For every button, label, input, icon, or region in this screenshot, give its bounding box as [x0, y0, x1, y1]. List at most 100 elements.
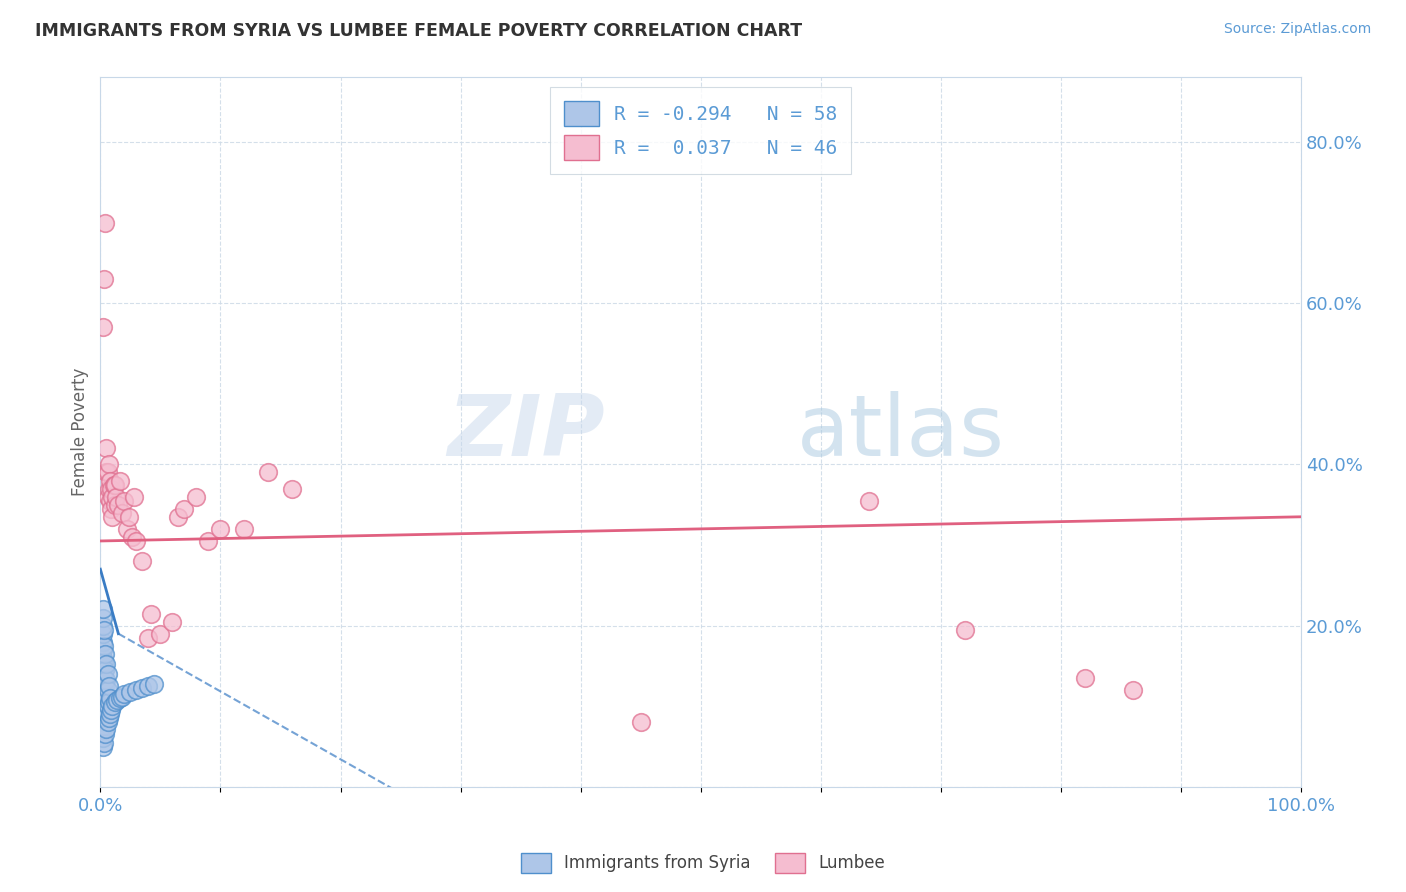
Point: [91, 739, 114, 754]
Point: [98, 474, 121, 488]
Point: [96, 722, 118, 736]
Point: [97, 679, 120, 693]
Point: [186, 490, 208, 504]
Point: [93, 719, 115, 733]
Point: [96, 706, 118, 720]
Point: [101, 699, 124, 714]
Point: [100, 501, 122, 516]
Point: [97, 458, 120, 472]
Point: [96, 442, 118, 456]
Point: [104, 695, 127, 709]
Point: [112, 493, 135, 508]
Point: [100, 482, 122, 496]
Text: IMMIGRANTS FROM SYRIA VS LUMBEE FEMALE POVERTY CORRELATION CHART: IMMIGRANTS FROM SYRIA VS LUMBEE FEMALE P…: [35, 22, 803, 40]
Point: [96, 667, 118, 681]
Point: [96, 466, 118, 480]
Point: [131, 681, 153, 696]
Point: [91, 320, 114, 334]
Point: [97, 695, 120, 709]
Point: [93, 623, 115, 637]
Y-axis label: Female Poverty: Female Poverty: [72, 368, 89, 496]
Point: [91, 683, 114, 698]
Point: [167, 509, 190, 524]
Point: [108, 474, 131, 488]
Point: [139, 607, 162, 621]
Point: [91, 715, 114, 730]
Point: [98, 493, 121, 508]
Point: [131, 554, 153, 568]
Point: [91, 691, 114, 706]
Point: [103, 477, 125, 491]
Point: [96, 683, 118, 698]
Point: [118, 509, 141, 524]
Point: [138, 679, 160, 693]
Point: [107, 498, 129, 512]
Text: ZIP: ZIP: [447, 391, 605, 474]
Point: [93, 272, 115, 286]
Point: [96, 699, 118, 714]
Point: [96, 466, 118, 480]
Point: [96, 673, 118, 688]
Point: [101, 509, 124, 524]
Point: [953, 623, 976, 637]
Legend: Immigrants from Syria, Lumbee: Immigrants from Syria, Lumbee: [513, 847, 893, 880]
Point: [91, 610, 114, 624]
Point: [96, 690, 118, 704]
Point: [96, 715, 118, 730]
Point: [93, 655, 115, 669]
Point: [108, 691, 131, 706]
Legend: R = -0.294   N = 58, R =  0.037   N = 46: R = -0.294 N = 58, R = 0.037 N = 46: [550, 87, 851, 174]
Point: [94, 647, 117, 661]
Point: [125, 533, 148, 548]
Point: [91, 667, 114, 681]
Point: [257, 466, 280, 480]
Point: [1074, 671, 1097, 685]
Point: [143, 676, 166, 690]
Point: [96, 490, 118, 504]
Point: [91, 642, 114, 657]
Point: [93, 703, 115, 717]
Point: [94, 663, 117, 677]
Point: [93, 671, 115, 685]
Point: [98, 691, 121, 706]
Point: [112, 687, 135, 701]
Point: [138, 631, 160, 645]
Point: [281, 482, 304, 496]
Point: [101, 490, 124, 504]
Point: [94, 215, 117, 229]
Point: [91, 699, 114, 714]
Point: [209, 522, 232, 536]
Point: [91, 731, 114, 746]
Point: [105, 693, 128, 707]
Point: [122, 490, 145, 504]
Point: [94, 711, 117, 725]
Point: [115, 522, 138, 536]
Point: [100, 703, 122, 717]
Point: [91, 723, 114, 738]
Point: [125, 683, 148, 698]
Point: [104, 498, 127, 512]
Text: atlas: atlas: [797, 391, 1005, 474]
Point: [91, 634, 114, 648]
Point: [93, 687, 115, 701]
Point: [97, 711, 120, 725]
Point: [91, 626, 114, 640]
Point: [94, 727, 117, 741]
Point: [121, 530, 143, 544]
Point: [94, 679, 117, 693]
Point: [1122, 683, 1144, 698]
Point: [91, 659, 114, 673]
Point: [94, 695, 117, 709]
Point: [93, 639, 115, 653]
Point: [162, 615, 184, 629]
Point: [91, 651, 114, 665]
Point: [91, 707, 114, 722]
Text: Source: ZipAtlas.com: Source: ZipAtlas.com: [1223, 22, 1371, 37]
Point: [91, 618, 114, 632]
Point: [111, 690, 134, 704]
Point: [104, 477, 127, 491]
Point: [97, 482, 120, 496]
Point: [120, 684, 142, 698]
Point: [98, 707, 121, 722]
Point: [93, 735, 115, 749]
